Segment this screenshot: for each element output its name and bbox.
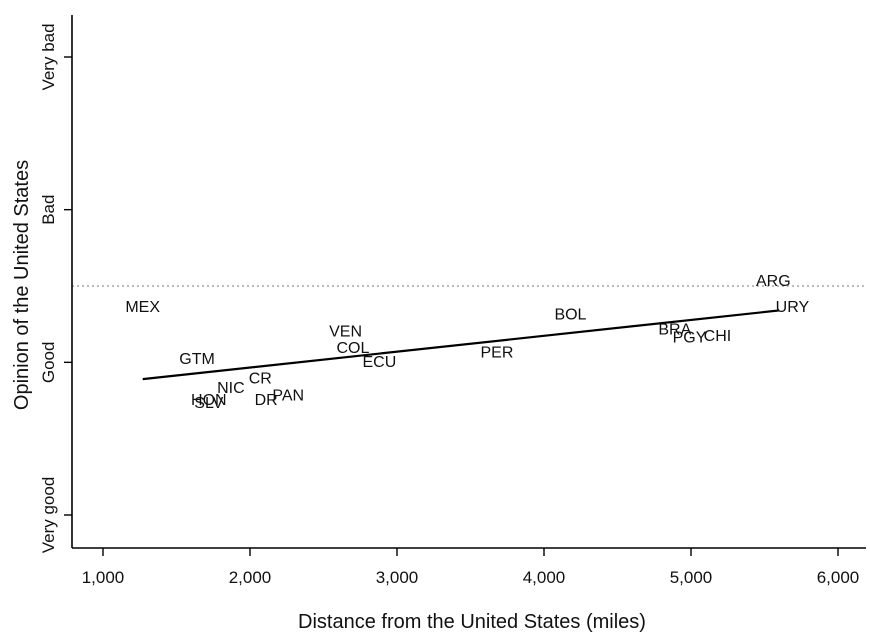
x-tick-label: 5,000 (670, 568, 713, 587)
x-tick-label: 3,000 (376, 568, 419, 587)
x-tick-label: 2,000 (229, 568, 272, 587)
x-tick-label: 6,000 (817, 568, 860, 587)
data-point-chi: CHI (704, 328, 732, 345)
data-point-ven: VEN (329, 323, 362, 340)
y-tick-label: Very good (39, 477, 58, 554)
data-point-dr: DR (255, 392, 278, 409)
data-point-nic: NIC (217, 380, 245, 397)
data-point-ecu: ECU (362, 354, 396, 371)
data-point-per: PER (481, 345, 514, 362)
data-point-bra: BRA (658, 322, 691, 339)
data-point-hon: HON (191, 392, 227, 409)
data-point-pan: PAN (272, 387, 304, 404)
axes (71, 15, 866, 549)
y-tick-label: Very bad (39, 23, 58, 90)
x-axis-title: Distance from the United States (miles) (298, 611, 646, 632)
data-point-gtm: GTM (179, 351, 215, 368)
x-axis-ticks: 1,000 2,000 3,000 4,000 5,000 6,000 (82, 548, 860, 587)
x-tick-label: 1,000 (82, 568, 125, 587)
data-point-arg: ARG (756, 273, 791, 290)
y-axis-ticks: Very good Good Bad Very bad (39, 23, 72, 553)
y-tick-label: Bad (39, 195, 58, 225)
data-point-bol: BOL (554, 306, 586, 323)
fit-line-layer (142, 309, 780, 381)
data-point-col: COL (336, 340, 369, 357)
y-tick-label: Good (39, 342, 58, 384)
data-point-ury: URY (776, 299, 810, 316)
data-point-mex: MEX (125, 299, 160, 316)
data-point-slv: SLV (194, 395, 223, 412)
regression-line (142, 309, 780, 381)
y-axis-title: Opinion of the United States (11, 160, 33, 410)
data-point-pgy: PGY (673, 329, 707, 346)
data-point-cr: CR (249, 371, 272, 388)
x-tick-label: 4,000 (523, 568, 566, 587)
